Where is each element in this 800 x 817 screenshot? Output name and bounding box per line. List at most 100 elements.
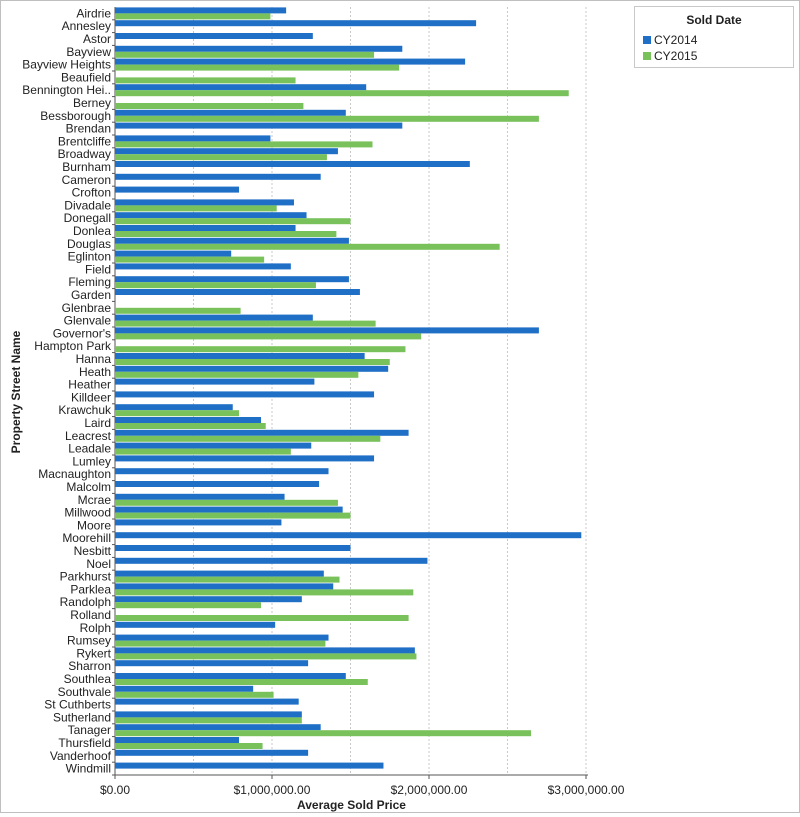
bar-cy2015-21 (115, 282, 316, 289)
bar-cy2015-23 (115, 307, 241, 314)
bar-cy2015-18 (115, 243, 500, 250)
category-label: Garden (71, 288, 111, 302)
category-label: Beaufield (61, 70, 111, 84)
bar-cy2014-1 (115, 20, 477, 27)
bar-cy2014-6 (115, 84, 367, 91)
bar-cy2015-34 (115, 448, 291, 455)
category-label: Fleming (68, 275, 111, 289)
bar-cy2014-48 (115, 621, 276, 628)
bar-cy2014-55 (115, 711, 302, 718)
category-label: Randolph (60, 595, 111, 609)
bar-cy2015-56 (115, 730, 532, 737)
category-label: Heath (79, 365, 111, 379)
category-label: Airdrie (76, 6, 111, 20)
category-label: Parklea (70, 582, 111, 596)
category-label: Rolph (80, 621, 111, 635)
category-label: Donegall (64, 211, 111, 225)
bar-cy2014-19 (115, 250, 232, 257)
category-label: Brentcliffe (58, 134, 111, 148)
bar-cy2015-44 (115, 576, 340, 583)
category-label: Nesbitt (74, 544, 112, 558)
category-label: Krawchuk (58, 403, 112, 417)
category-label: Leadale (68, 442, 111, 456)
bar-cy2015-6 (115, 90, 569, 97)
legend-label-cy2015: CY2015 (654, 49, 698, 63)
bar-cy2014-16 (115, 212, 307, 219)
bar-cy2015-31 (115, 410, 240, 417)
category-label: Astor (83, 32, 111, 46)
bar-cy2014-2 (115, 33, 313, 39)
bar-cy2014-25 (115, 327, 539, 334)
category-label: Bayview Heights (22, 58, 111, 72)
bar-cy2015-8 (115, 115, 539, 122)
bar-cy2015-47 (115, 615, 409, 621)
category-label: Southvale (58, 685, 112, 699)
bar-cy2015-33 (115, 435, 381, 442)
category-label: Governor's (53, 326, 111, 340)
bar-cy2014-46 (115, 596, 302, 603)
bar-cy2014-53 (115, 685, 254, 692)
legend-swatch-cy2014 (643, 36, 651, 44)
bar-cy2015-39 (115, 512, 351, 519)
x-axis-title: Average Sold Price (297, 798, 406, 812)
category-label: Douglas (67, 237, 111, 251)
category-label: Windmill (66, 762, 111, 776)
bar-cy2015-19 (115, 256, 265, 263)
category-label: Berney (73, 96, 111, 110)
bar-cy2014-31 (115, 404, 233, 411)
bar-cy2014-50 (115, 647, 415, 654)
category-label: Donlea (73, 224, 111, 238)
category-label: Rolland (70, 608, 111, 622)
bar-cy2015-50 (115, 653, 417, 660)
bar-cy2015-11 (115, 154, 327, 161)
bar-cy2015-38 (115, 499, 338, 506)
legend-item-cy2015[interactable]: CY2015 (643, 49, 697, 63)
bar-cy2014-34 (115, 442, 312, 449)
bar-cy2014-29 (115, 378, 315, 385)
bar-cy2014-41 (115, 532, 582, 539)
bar-cy2014-37 (115, 481, 320, 487)
category-label: Lumley (72, 454, 111, 468)
category-label: Brendan (66, 122, 111, 136)
category-label: Moore (77, 518, 111, 532)
bar-cy2014-13 (115, 173, 321, 180)
bar-cy2014-20 (115, 263, 291, 270)
category-label: Rumsey (67, 634, 111, 648)
bar-cy2014-45 (115, 583, 334, 590)
category-label: St Cuthberts (44, 698, 111, 712)
category-label: Hanna (76, 352, 112, 366)
category-label: Eglinton (68, 250, 111, 264)
bar-cy2014-8 (115, 109, 346, 116)
bar-cy2015-27 (115, 359, 390, 365)
bar-cy2015-4 (115, 64, 400, 71)
bar-cy2014-30 (115, 391, 375, 398)
x-tick-label: $1,000,000.00 (234, 783, 311, 797)
bar-cy2015-10 (115, 141, 373, 148)
category-label: Laird (84, 416, 111, 430)
bar-cy2014-52 (115, 673, 346, 679)
bar-cy2015-46 (115, 602, 262, 609)
bar-cy2014-10 (115, 135, 271, 142)
category-label: Crofton (72, 186, 111, 200)
category-label: Burnham (62, 160, 111, 174)
category-label: Annesley (62, 19, 111, 33)
bar-cy2014-44 (115, 570, 324, 577)
category-label: Macnaughton (38, 467, 111, 481)
x-tick-label: $2,000,000.00 (391, 783, 468, 797)
bar-cy2015-3 (115, 51, 375, 58)
bar-cy2015-45 (115, 589, 414, 596)
bar-cy2015-5 (115, 77, 296, 84)
category-label: Divadale (64, 198, 111, 212)
legend-item-cy2014[interactable]: CY2014 (643, 33, 697, 47)
legend-label-cy2014: CY2014 (654, 33, 698, 47)
legend-swatch-cy2015 (643, 52, 651, 60)
legend: Sold Date CY2014 CY2015 (634, 6, 794, 68)
x-tick-label: $0.00 (100, 783, 130, 797)
bar-cy2014-38 (115, 493, 285, 500)
category-label: Bayview (66, 45, 111, 59)
bar-cy2015-17 (115, 231, 337, 237)
category-label: Sharron (68, 659, 111, 673)
legend-title: Sold Date (686, 13, 742, 27)
